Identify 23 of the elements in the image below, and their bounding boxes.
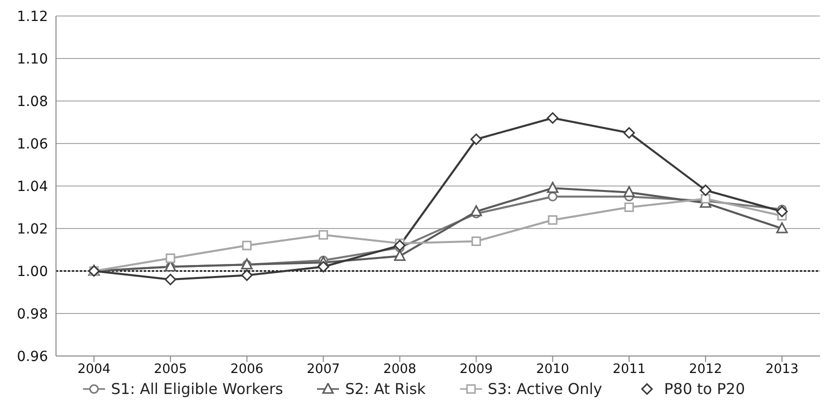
y-tick-label: 1.10 — [16, 51, 48, 68]
x-tick-label: 2013 — [765, 362, 799, 378]
x-tick-label: 2005 — [154, 362, 187, 378]
x-tick-label: 2012 — [689, 362, 722, 378]
y-tick-label: 1.04 — [16, 178, 48, 195]
y-tick-label: 0.96 — [16, 348, 48, 365]
y-tick-label: 1.08 — [16, 94, 48, 110]
legend-label: S2: At Risk — [344, 380, 426, 398]
y-tick-label: 1.06 — [16, 136, 48, 152]
x-tick-label: 2006 — [230, 362, 264, 378]
y-tick-label: 1.02 — [16, 221, 48, 238]
x-tick-label: 2004 — [77, 362, 111, 378]
x-tick-label: 2010 — [536, 362, 570, 378]
y-tick-label: 1.00 — [16, 264, 48, 280]
y-tick-label: 1.12 — [16, 8, 48, 25]
x-tick-label: 2009 — [460, 362, 493, 378]
x-tick-label: 2007 — [306, 362, 340, 378]
legend-label: S1: All Eligible Workers — [110, 380, 284, 398]
legend-label: P80 to P20 — [663, 380, 745, 398]
y-tick-label: 0.98 — [16, 306, 48, 322]
legend-label: S3: Active Only — [486, 380, 602, 398]
x-tick-label: 2011 — [612, 362, 646, 378]
x-tick-label: 2008 — [383, 362, 416, 378]
